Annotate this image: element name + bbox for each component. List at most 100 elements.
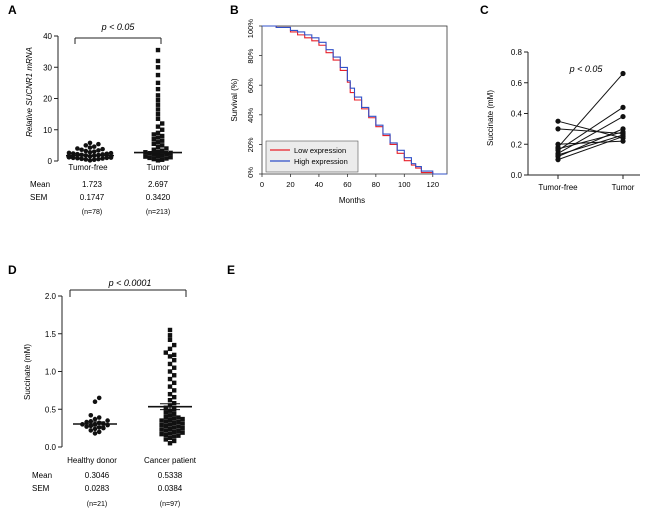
a-point-2	[151, 156, 156, 162]
d-point-1	[96, 429, 102, 435]
panel-a-sem-1: 0.1747	[80, 193, 105, 202]
a-point-1	[83, 148, 89, 154]
d-point-2	[172, 373, 177, 378]
a-point-1	[91, 149, 97, 154]
a-point-1	[87, 149, 93, 155]
d-point-1	[96, 395, 102, 401]
panel-b-axes: 0 20 40 60 80 100 120 0% 20% 40% 60% 80% 100%	[246, 19, 439, 189]
a-y-tick-label: 0	[48, 157, 53, 166]
panel-a-n-2: (n=213)	[146, 209, 170, 216]
d-point-1	[88, 412, 94, 418]
a-point-2	[151, 152, 156, 157]
a-point-1	[96, 156, 101, 162]
panel-b-y-tick-label: 20%	[246, 137, 255, 152]
panel-c-pair-line	[557, 116, 624, 154]
panel-b-legend-high: High expression	[294, 157, 348, 166]
panel-d: D 0.0 0.5 1.0 1.5 2.0 Succinate (mM) p < 0.0…	[8, 263, 197, 508]
d-point-2	[163, 405, 168, 410]
a-point-2	[160, 138, 165, 143]
a-point-2	[160, 157, 165, 162]
panel-b-y-label: Survival (%)	[230, 78, 239, 121]
a-point-1	[79, 156, 84, 162]
panel-d-mean-bars	[73, 403, 192, 427]
d-point-1	[96, 415, 102, 420]
d-point-2	[172, 365, 177, 370]
a-point-2	[160, 153, 165, 158]
panel-label-b: B	[230, 3, 239, 17]
d-point-2	[159, 422, 164, 428]
panel-c: C 0.0 0.2 0.4 0.6 0.8 Succinate (mM) p < 0.0…	[480, 3, 640, 192]
d-point-2	[159, 418, 164, 423]
a-y-tick-label: 20	[43, 95, 52, 104]
panel-a-category-1: Tumor-free	[68, 163, 108, 172]
panel-c-category-2: Tumor	[612, 183, 635, 192]
panel-b: B 0 20 40 60 80 100 120 0% 20% 40% 60% 80% 100% Surv…	[230, 3, 448, 205]
a-point-1	[108, 150, 114, 156]
a-point-2	[164, 156, 169, 161]
d-point-2	[163, 428, 168, 433]
a-point-2	[155, 80, 161, 86]
panel-b-y-tick-label: 40%	[246, 107, 255, 122]
a-point-1	[70, 151, 76, 156]
panel-b-legend: Low expression High expression	[265, 140, 359, 173]
panel-c-y-tick-label: 0.8	[511, 48, 523, 57]
panel-c-pair-line	[557, 140, 624, 145]
a-point-1	[96, 148, 101, 153]
d-point-2	[167, 337, 173, 342]
a-point-1	[87, 158, 93, 163]
d-point-2	[163, 423, 168, 429]
d-point-2	[172, 420, 177, 426]
panel-d-sem-1: 0.0283	[85, 484, 110, 493]
a-point-2	[155, 86, 161, 92]
d-point-2	[167, 441, 173, 446]
d-point-2	[172, 429, 177, 435]
a-point-2	[160, 133, 165, 139]
panel-e: E	[227, 263, 235, 277]
a-point-2	[155, 144, 161, 150]
d-point-2	[167, 417, 173, 423]
a-point-2	[155, 65, 161, 70]
d-point-1	[92, 426, 98, 432]
a-point-1	[91, 157, 97, 163]
panel-d-mean-1: 0.3046	[85, 471, 110, 480]
a-point-1	[104, 155, 110, 161]
d-point-2	[176, 424, 181, 429]
panel-b-legend-box	[265, 140, 359, 173]
d-point-1	[88, 419, 94, 424]
d-point-2	[167, 435, 173, 441]
a-point-2	[155, 130, 161, 136]
a-point-2	[155, 158, 161, 163]
d-point-2	[172, 357, 177, 363]
d-point-2	[163, 437, 168, 442]
a-point-2	[155, 47, 161, 53]
d-point-2	[172, 438, 177, 444]
panel-c-axes: 0.0 0.2 0.4 0.6 0.8	[511, 48, 640, 180]
d-point-2	[180, 425, 185, 431]
panel-label-c: C	[480, 3, 489, 17]
d-point-2	[172, 380, 177, 386]
a-point-1	[100, 156, 105, 161]
panel-b-x-tick-label: 120	[427, 180, 440, 189]
panel-b-x-tick-label: 100	[398, 180, 411, 189]
a-point-2	[155, 58, 161, 64]
panel-c-point-tumor	[620, 104, 626, 110]
a-point-2	[155, 93, 161, 98]
panel-a-sem-2: 0.3420	[146, 193, 171, 202]
d-point-2	[167, 426, 173, 432]
panel-b-x-tick-label: 20	[286, 180, 294, 189]
panel-c-significance: p < 0.05	[569, 64, 604, 74]
panel-c-y-tick-label: 0.0	[511, 171, 523, 180]
d-point-2	[172, 401, 177, 406]
d-point-2	[180, 430, 185, 435]
panel-d-n-2: (n=97)	[160, 501, 180, 508]
panel-d-category-1: Healthy donor	[67, 456, 117, 465]
a-point-2	[155, 102, 161, 107]
panel-b-y-tick-label: 100%	[246, 19, 255, 39]
panel-c-y-tick-label: 0.6	[511, 79, 523, 88]
panel-b-x-label: Months	[339, 196, 365, 205]
panel-c-pair-line	[557, 136, 624, 161]
d-y-tick-label: 0.5	[45, 405, 57, 414]
panel-c-pair-line	[557, 131, 624, 150]
a-point-2	[160, 143, 165, 148]
